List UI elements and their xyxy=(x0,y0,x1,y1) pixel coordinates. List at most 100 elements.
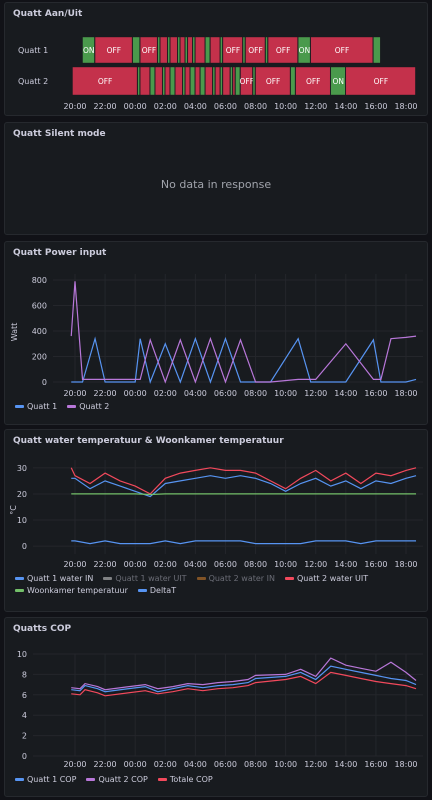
x-tick-label: 04:00 xyxy=(184,560,207,569)
chart-legend: Quatt 1 water IN Quatt 1 water UIT Quatt 2… xyxy=(15,574,419,595)
legend-item[interactable]: Quatt 2 COP xyxy=(86,775,148,784)
x-tick-label: 10:00 xyxy=(274,760,297,769)
legend-item[interactable]: Quatt 2 water IN xyxy=(196,574,275,583)
legend-label: Quatt 1 xyxy=(27,402,58,411)
x-tick-label: 18:00 xyxy=(394,389,417,398)
legend-swatch xyxy=(15,778,24,781)
state-segment-on xyxy=(205,36,211,64)
legend-item[interactable]: Totale COP xyxy=(157,775,213,784)
x-tick-label: 02:00 xyxy=(154,760,177,769)
state-segment-on xyxy=(167,36,170,64)
state-label: OFF xyxy=(306,77,321,86)
legend-item[interactable]: Quatt 1 water UIT xyxy=(103,574,187,583)
x-tick-label: 16:00 xyxy=(364,760,387,769)
legend-item[interactable]: Quatt 1 water IN xyxy=(15,574,93,583)
panel-title[interactable]: Quatt Silent mode xyxy=(13,129,106,139)
state-segment-on xyxy=(200,66,205,96)
state-segment-off xyxy=(255,66,291,96)
x-tick-label: 08:00 xyxy=(244,102,267,111)
state-segment-off xyxy=(170,36,178,64)
legend-swatch xyxy=(86,778,96,781)
legend-item[interactable]: Woonkamer temperatuur xyxy=(15,586,128,595)
state-label: OFF xyxy=(276,46,291,55)
state-label: ON xyxy=(83,46,95,55)
state-segment-off xyxy=(139,66,150,96)
legend-swatch xyxy=(284,577,294,580)
legend-item[interactable]: Quatt 1 COP xyxy=(15,775,76,784)
y-axis-label: Watt xyxy=(10,323,19,342)
x-tick-label: 20:00 xyxy=(63,560,86,569)
legend-swatch xyxy=(137,589,147,592)
y-tick-label: 10 xyxy=(17,650,27,659)
state-segment-off xyxy=(245,36,266,64)
state-segment-on xyxy=(182,66,185,96)
state-segment-on xyxy=(132,36,140,64)
legend-swatch xyxy=(15,589,24,592)
x-tick-label: 12:00 xyxy=(304,760,327,769)
x-tick-label: 02:00 xyxy=(154,389,177,398)
state-segment-off xyxy=(195,36,205,64)
state-segment-on xyxy=(230,66,233,96)
panel-title[interactable]: Quatt Power input xyxy=(13,248,107,258)
x-tick-label: 00:00 xyxy=(124,389,147,398)
legend-item[interactable]: Quatt 2 water UIT xyxy=(284,574,368,583)
series-line xyxy=(71,540,417,545)
legend-item[interactable]: Quatt 2 xyxy=(67,402,109,411)
state-segment-on xyxy=(297,36,311,64)
panel-title[interactable]: Quatts COP xyxy=(13,624,72,634)
state-segment-off xyxy=(240,66,253,96)
y-tick-label: 0 xyxy=(22,542,27,551)
power-chart: 800 600 400 200 0 Watt 20:00 22:00 00:00 02:00 04:… xyxy=(10,274,423,398)
legend-swatch xyxy=(103,577,113,580)
x-tick-label: 06:00 xyxy=(214,102,237,111)
state-segment-off xyxy=(232,66,236,96)
state-segment-on xyxy=(220,66,223,96)
x-tick-label: 14:00 xyxy=(334,389,357,398)
legend-swatch xyxy=(15,577,24,580)
panel-silent-mode: Quatt Silent mode No data in response xyxy=(4,122,428,235)
temperature-chart: 30 20 10 0 °C 20:00 22:00 00:00 02:00 04:00 06:00 0… xyxy=(9,460,423,569)
y-axis-label: °C xyxy=(9,505,18,515)
series-line xyxy=(71,493,417,496)
panel-title[interactable]: Quatt water temperatuur & Woonkamer temp… xyxy=(13,436,284,446)
state-label: OFF xyxy=(240,77,255,86)
legend-label: Quatt 2 COP xyxy=(98,775,148,784)
legend-item[interactable]: Quatt 1 xyxy=(15,402,57,411)
x-tick-label: 10:00 xyxy=(274,560,297,569)
state-label: OFF xyxy=(226,46,241,55)
state-segment-on xyxy=(157,36,160,64)
state-segment-off xyxy=(72,66,138,96)
legend-label: Woonkamer temperatuur xyxy=(27,586,128,595)
state-segment-on xyxy=(82,36,95,64)
state-segment-off xyxy=(222,66,231,96)
x-tick-label: 14:00 xyxy=(334,560,357,569)
x-tick-label: 06:00 xyxy=(214,760,237,769)
state-segment-on xyxy=(373,36,381,64)
legend-item[interactable]: DeltaT xyxy=(137,586,176,595)
legend-swatch xyxy=(67,405,77,408)
panel-power-input: Quatt Power input 800 600 400 200 0 Watt 20:00… xyxy=(4,241,428,425)
state-segment-off xyxy=(175,66,183,96)
series-line xyxy=(71,336,417,385)
legend-swatch xyxy=(157,778,167,781)
x-tick-label: 18:00 xyxy=(394,760,417,769)
state-segment-on xyxy=(220,36,223,64)
state-segment-off xyxy=(195,66,200,96)
series-line xyxy=(71,671,417,697)
x-tick-label: 08:00 xyxy=(244,560,267,569)
state-segment-off xyxy=(205,66,213,96)
state-label: ON xyxy=(299,46,311,55)
x-tick-label: 06:00 xyxy=(214,560,237,569)
x-tick-label: 22:00 xyxy=(94,760,117,769)
y-tick-label: 4 xyxy=(22,711,27,720)
state-segment-off xyxy=(295,66,331,96)
x-tick-label: 16:00 xyxy=(364,389,387,398)
state-timeline-chart: Quatt 1 Quatt 2 ON OFF OFF OFF OFF OFF ON OFF OFF O… xyxy=(18,36,418,111)
state-label: OFF xyxy=(98,77,113,86)
x-tick-label: 00:00 xyxy=(124,102,147,111)
state-segment-off xyxy=(345,66,416,96)
state-segment-on xyxy=(185,36,188,64)
legend-label: Quatt 1 COP xyxy=(27,775,77,784)
panel-title[interactable]: Quatt Aan/Uit xyxy=(13,9,83,19)
state-segment-on xyxy=(290,66,296,96)
